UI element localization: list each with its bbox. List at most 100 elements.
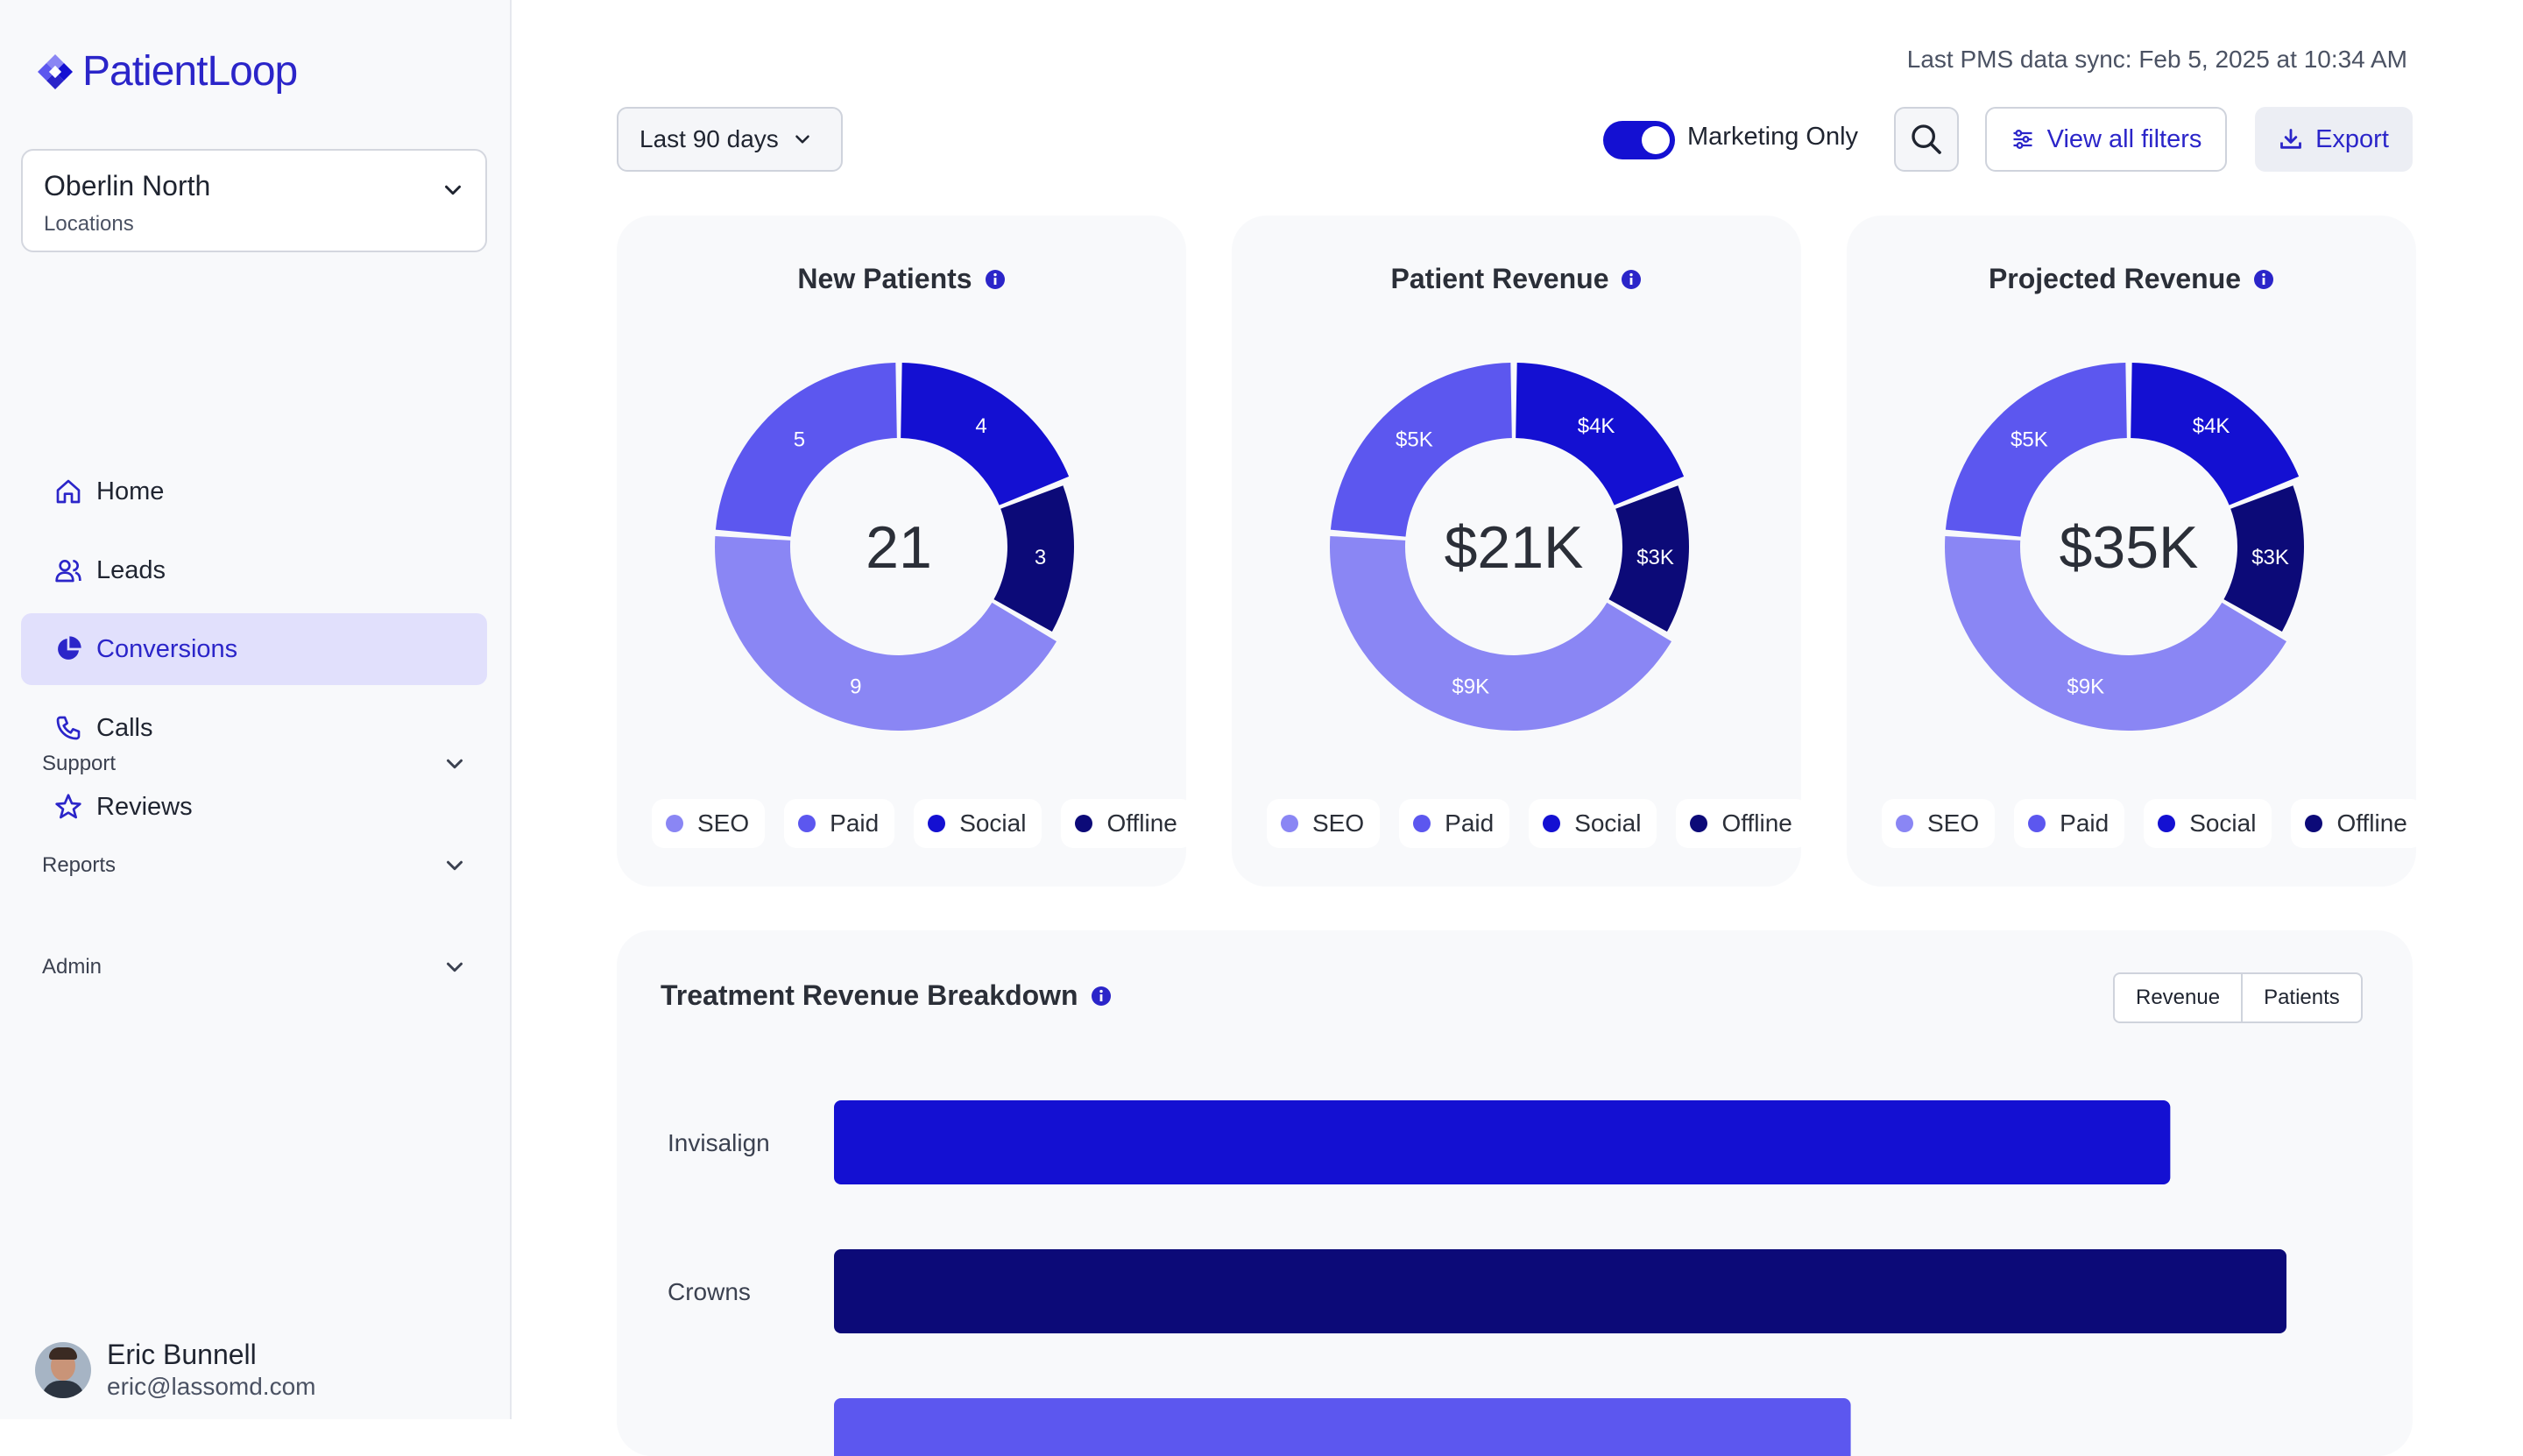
treatment-revenue-card: Invisalign Crowns Treatment Revenue Break… [617,930,2413,1456]
view-all-filters-button[interactable]: View all filters [1985,107,2227,172]
search-icon [1912,124,1941,154]
legend-item-paid[interactable]: Paid [1399,799,1510,848]
date-range-value: Last 90 days [640,125,779,152]
location-sub-label: Locations [44,212,134,236]
donut-slice-social[interactable] [1516,363,1685,505]
nav-item-reviews[interactable]: Reviews [21,771,487,843]
donut-slice-social[interactable] [2131,363,2300,505]
donut-slice-label: $9K [2067,675,2104,699]
legend-item-social[interactable]: Social [1529,799,1657,848]
date-range-select[interactable]: Last 90 days [617,107,843,172]
legend-item-seo[interactable]: SEO [1882,799,1996,848]
nav-label: Reviews [96,792,193,821]
donut-slice-offline[interactable] [2223,485,2304,632]
legend-item-paid[interactable]: Paid [2014,799,2125,848]
logo-icon [38,53,73,89]
donut-slice-label: $4K [1578,414,1615,438]
chevron-down-icon [795,135,809,144]
legend-item-offline[interactable]: Offline [1061,799,1193,848]
info-icon[interactable] [1091,986,1112,1007]
home-icon [56,479,81,504]
search-button[interactable] [1894,107,1959,172]
chart-legend: SEO Paid Social Offline [1267,799,1808,848]
info-icon[interactable] [1621,269,1642,290]
legend-item-paid[interactable]: Paid [784,799,895,848]
legend-label: Social [2189,809,2257,837]
legend-item-social[interactable]: Social [914,799,1042,848]
donut-slice-seo[interactable] [715,535,1057,731]
export-label: Export [2315,124,2389,153]
new-patients-card: New Patients 4 3 9 5 21 SEO Paid Social Offl… [617,216,1193,887]
section-support[interactable]: Support [21,738,487,790]
sidebar: PatientLoop Oberlin North Locations Home… [0,0,512,1419]
legend-item-social[interactable]: Social [2144,799,2272,848]
export-button[interactable]: Export [2255,107,2413,172]
donut-slice-paid[interactable] [715,363,897,537]
donut-slice-label: $5K [1396,428,1433,452]
donut-slice-offline[interactable] [993,485,1074,632]
nav-item-leads[interactable]: Leads [21,534,487,606]
legend-label: Social [1574,809,1642,837]
avatar [35,1341,91,1398]
marketing-only-toggle[interactable] [1603,121,1675,159]
view-all-filters-label: View all filters [2046,124,2202,153]
donut-slice-offline[interactable] [1608,485,1689,632]
marketing-only-label: Marketing Only [1687,123,1859,151]
donut-slice-seo[interactable] [1945,535,2286,731]
donut-slice-label: 5 [794,428,805,452]
card-title: Treatment Revenue Breakdown [661,979,1112,1012]
bar-category-label: Invisalign [668,1129,770,1156]
legend-item-offline[interactable]: Offline [1676,799,1808,848]
bar-invisalign[interactable] [834,1100,2171,1184]
phone-icon [56,716,81,740]
legend-label: Offline [1106,809,1177,837]
section-label: Support [42,752,117,775]
user-email: eric@lassomd.com [107,1373,316,1400]
bar-item-2[interactable] [834,1398,1851,1456]
info-icon[interactable] [2253,269,2274,290]
donut-slice-label: $9K [1452,675,1489,699]
donut-slice-seo[interactable] [1330,535,1671,731]
donut-chart: $4K $3K $9K $5K $35K [1945,363,2304,731]
section-admin[interactable]: Admin [21,941,487,993]
chevron-down-icon [445,185,461,195]
legend-item-seo[interactable]: SEO [652,799,766,848]
nav-item-calls[interactable]: Calls [21,692,487,764]
user-name: Eric Bunnell [107,1339,257,1370]
section-label: Admin [42,955,102,979]
nav-label: Home [96,477,165,505]
nav-item-home[interactable]: Home [21,456,487,527]
donut-slice-social[interactable] [901,363,1070,505]
location-name: Oberlin North [44,170,211,201]
legend-item-seo[interactable]: SEO [1267,799,1381,848]
card-title-text: Projected Revenue [1988,263,2242,294]
user-profile[interactable]: Eric Bunnell eric@lassomd.com [35,1339,315,1401]
legend-label: Paid [830,809,880,837]
donut-center-value: $21K [1445,514,1584,581]
legend-item-offline[interactable]: Offline [2291,799,2423,848]
sliders-icon [2013,130,2032,149]
nav-label: Conversions [96,634,238,663]
legend-label: SEO [1927,809,1980,837]
section-reports[interactable]: Reports [21,839,487,892]
logo[interactable]: PatientLoop [35,47,298,95]
card-title: Projected Revenue [1847,263,2416,295]
patients-toggle-button[interactable]: Patients [2241,974,2361,1021]
revenue-toggle-button[interactable]: Revenue [2136,986,2221,1009]
legend-label: SEO [1312,809,1365,837]
card-title: New Patients [617,263,1186,295]
donut-slice-paid[interactable] [1330,363,1512,537]
bar-crowns[interactable] [834,1249,2286,1333]
chart-legend: SEO Paid Social Offline [1882,799,2423,848]
location-select[interactable]: Oberlin North Locations [21,149,487,252]
info-icon[interactable] [985,269,1006,290]
section-label: Reports [42,853,117,877]
donut-center-value: $35K [2060,514,2199,581]
projected-revenue-card: Projected Revenue $4K $3K $9K $5K $35K SEO P… [1847,216,2423,887]
nav-label: Calls [96,713,153,742]
donut-slice-paid[interactable] [1945,363,2127,537]
download-icon [2280,129,2301,149]
nav-item-conversions[interactable]: Conversions [21,613,487,685]
chart-legend: SEO Paid Social Offline [652,799,1193,848]
donut-center-value: 21 [866,514,932,581]
